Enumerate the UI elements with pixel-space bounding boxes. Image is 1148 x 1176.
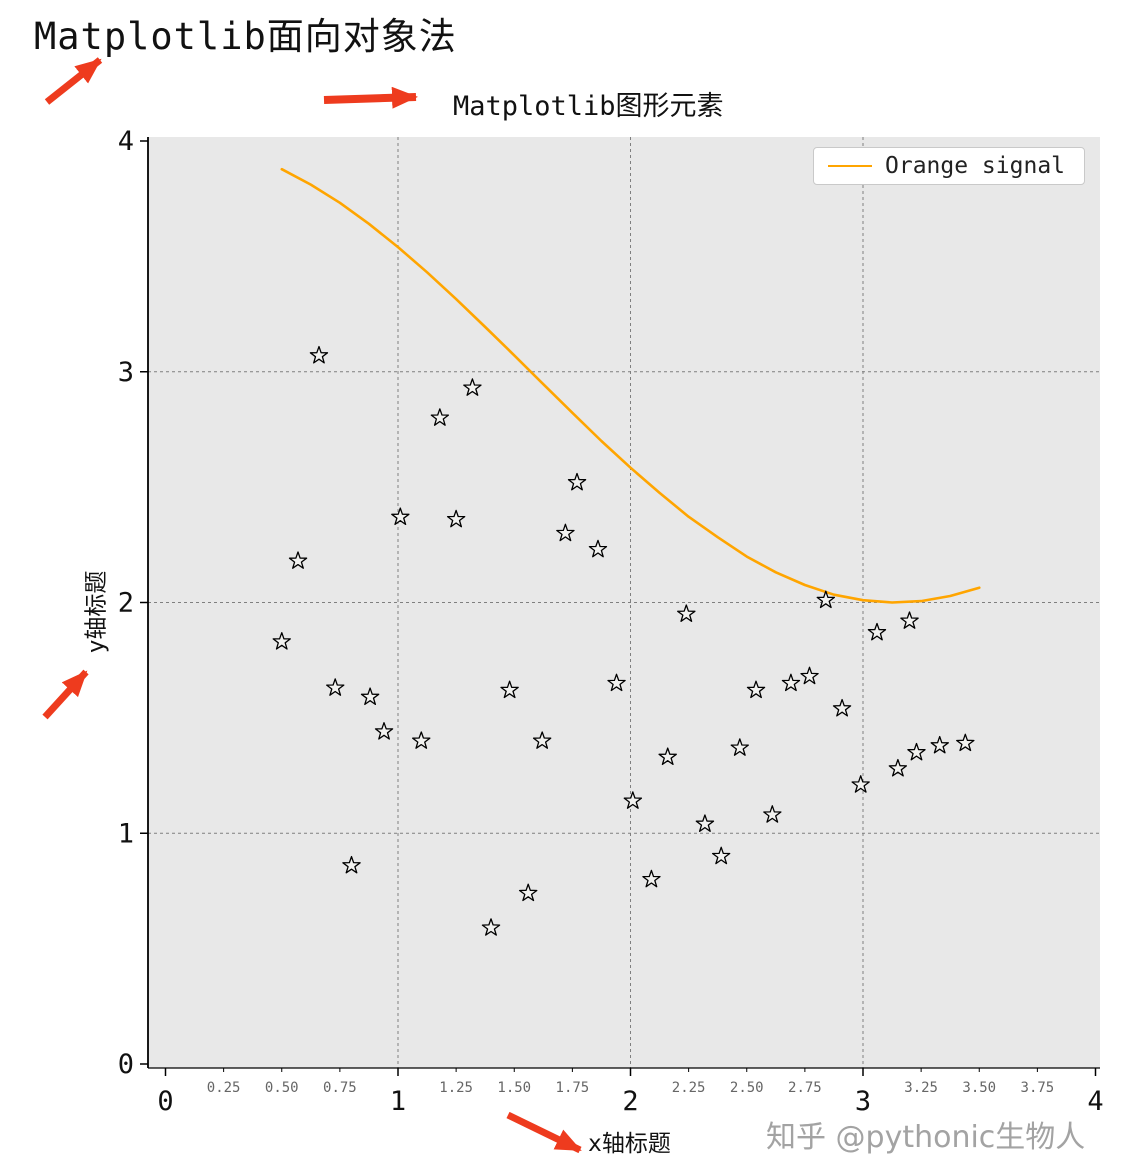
y-axis-label: y轴标题 — [83, 570, 110, 654]
svg-text:3.50: 3.50 — [962, 1080, 996, 1096]
svg-text:2.75: 2.75 — [788, 1080, 822, 1096]
svg-text:3: 3 — [855, 1086, 871, 1117]
axes-title: Matplotlib图形元素 — [453, 91, 724, 122]
svg-text:3.75: 3.75 — [1021, 1080, 1055, 1096]
svg-text:0.25: 0.25 — [207, 1080, 241, 1096]
legend-label: Orange signal — [885, 153, 1066, 179]
svg-text:4: 4 — [1087, 1086, 1103, 1117]
svg-text:3.25: 3.25 — [904, 1080, 938, 1096]
svg-text:0.50: 0.50 — [265, 1080, 299, 1096]
legend: Orange signal — [813, 147, 1085, 185]
svg-text:0: 0 — [157, 1086, 173, 1117]
svg-text:1.75: 1.75 — [556, 1080, 590, 1096]
watermark: 知乎 @pythonic生物人 — [766, 1120, 1086, 1155]
svg-text:1.50: 1.50 — [497, 1080, 531, 1096]
svg-text:2: 2 — [622, 1086, 638, 1117]
svg-text:1.25: 1.25 — [439, 1080, 473, 1096]
svg-text:2.50: 2.50 — [730, 1080, 764, 1096]
svg-text:0: 0 — [118, 1049, 134, 1080]
figure-title: Matplotlib面向对象法 — [34, 15, 457, 58]
svg-text:1: 1 — [390, 1086, 406, 1117]
legend-line-sample-icon — [828, 165, 872, 167]
svg-text:1: 1 — [118, 818, 134, 849]
svg-text:3: 3 — [118, 357, 134, 388]
svg-text:4: 4 — [118, 126, 134, 157]
svg-text:2.25: 2.25 — [672, 1080, 706, 1096]
svg-text:2: 2 — [118, 588, 134, 619]
x-axis-label: x轴标题 — [588, 1131, 671, 1157]
svg-text:0.75: 0.75 — [323, 1080, 357, 1096]
